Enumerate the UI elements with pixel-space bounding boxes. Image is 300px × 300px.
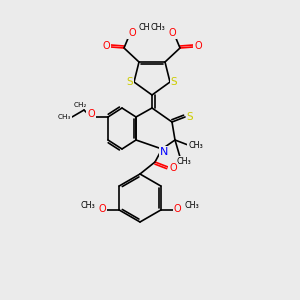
- Text: O: O: [169, 163, 177, 173]
- Text: O: O: [102, 41, 110, 51]
- Text: O: O: [128, 28, 136, 38]
- Text: CH₃: CH₃: [189, 140, 203, 149]
- Text: CH₃: CH₃: [151, 22, 165, 32]
- Text: CH₃: CH₃: [139, 22, 153, 32]
- Text: CH₃: CH₃: [184, 200, 199, 209]
- Text: N: N: [160, 147, 168, 157]
- Text: S: S: [187, 112, 193, 122]
- Text: S: S: [127, 77, 133, 87]
- Text: O: O: [87, 109, 95, 119]
- Text: CH₂: CH₂: [73, 102, 87, 108]
- Text: CH₃: CH₃: [177, 158, 191, 166]
- Text: O: O: [194, 41, 202, 51]
- Text: CH₃: CH₃: [81, 200, 96, 209]
- Text: O: O: [174, 204, 182, 214]
- Text: CH₃: CH₃: [57, 114, 71, 120]
- Text: O: O: [168, 28, 176, 38]
- Text: O: O: [98, 204, 106, 214]
- Text: S: S: [171, 77, 177, 87]
